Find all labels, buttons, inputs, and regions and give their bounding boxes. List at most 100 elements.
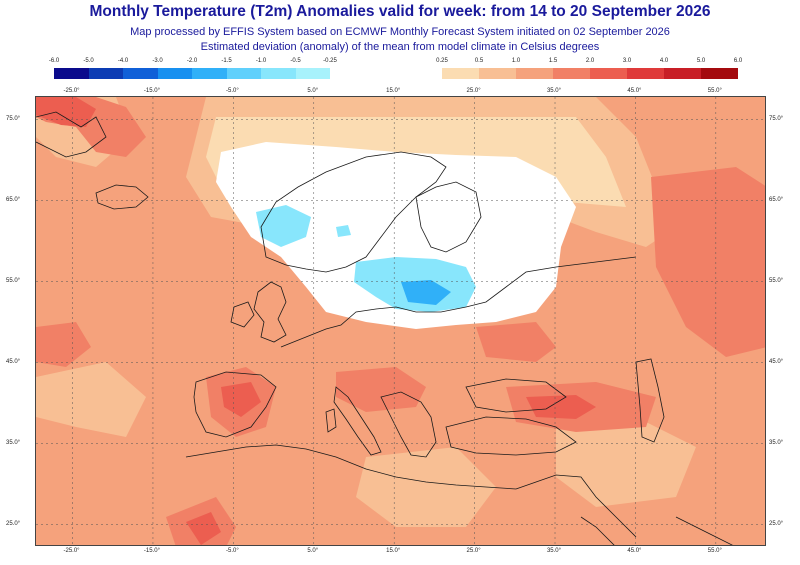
anomaly-region-cool (256, 205, 311, 247)
coastline (280, 256, 637, 348)
latitude-label: 35.0° (6, 439, 21, 446)
legend-swatch (553, 68, 590, 79)
latitude-label: 25.0° (6, 520, 21, 527)
map-description: Estimated deviation (anomaly) of the mea… (200, 41, 600, 53)
coastline (260, 151, 447, 273)
anomaly-region-cool (336, 225, 351, 237)
coastline (333, 386, 382, 456)
map-subtitle: Map processed by EFFIS System based on E… (130, 26, 670, 38)
legend-swatch (664, 68, 701, 79)
coastline (635, 358, 665, 443)
latitude-label: 65.0° (6, 196, 21, 203)
latitude-label: 45.0° (6, 358, 21, 365)
latitude-label: 75.0° (6, 115, 21, 122)
map-title: Monthly Temperature (T2m) Anomalies vali… (89, 3, 711, 20)
longitude-label: 5.0° (307, 548, 319, 554)
anomaly-region-warm (336, 367, 426, 412)
anomaly-region-hot (186, 512, 221, 545)
coastline (465, 378, 567, 413)
coastline (415, 181, 482, 253)
legend-tick-label: 3.0 (622, 58, 632, 64)
longitude-label: 25.0° (466, 88, 481, 94)
coastline (95, 184, 149, 210)
legend-tick-label: 5.0 (696, 58, 706, 64)
legend-swatch (226, 68, 261, 79)
coastline (230, 301, 255, 328)
coastline (445, 416, 577, 456)
legend-tick-label: -0.5 (290, 58, 301, 64)
legend-tick-label: -1.5 (221, 58, 232, 64)
latitude-label: 65.0° (769, 196, 784, 203)
legend-swatch (516, 68, 553, 79)
legend-tick-label: 0.25 (436, 58, 448, 64)
legend-tick-label: 1.5 (548, 58, 558, 64)
anomaly-region-light (36, 362, 146, 437)
legend-swatch (123, 68, 158, 79)
coastline (515, 474, 637, 538)
anomaly-region-warm (476, 322, 556, 362)
legend-swatch (627, 68, 664, 79)
legend-swatch (88, 68, 123, 79)
longitude-label: -5.0° (225, 88, 239, 94)
latitude-label: 45.0° (769, 358, 784, 365)
anomaly-region-light (356, 447, 496, 527)
longitude-label: -5.0° (225, 548, 239, 554)
legend-swatch (701, 68, 738, 79)
longitude-label: 55.0° (707, 548, 722, 554)
legend-swatch (479, 68, 516, 79)
legend-swatch (590, 68, 627, 79)
legend-swatch (442, 68, 479, 79)
legend-tick-label: -4.0 (117, 58, 129, 64)
legend-tick-label: 0.5 (474, 58, 484, 64)
coastline (380, 391, 437, 458)
latitude-label: 75.0° (769, 115, 784, 122)
legend-swatch (157, 68, 192, 79)
longitude-label: 45.0° (627, 548, 642, 554)
longitude-label: 35.0° (546, 548, 562, 554)
legend-tick-label: -0.25 (323, 58, 337, 64)
legend-tick-label: -3.0 (152, 58, 163, 64)
legend-swatch (295, 68, 330, 79)
legend-positive: 0.25 0.5 1.0 1.5 2.0 3.0 4.0 5.0 6.0 (436, 58, 742, 82)
longitude-label: -25.0° (63, 548, 80, 554)
legend-swatch (54, 68, 89, 79)
longitude-label: 35.0° (546, 88, 562, 94)
graticule (36, 97, 765, 545)
latitude-label: 55.0° (769, 277, 784, 284)
coastline (325, 408, 337, 433)
latitude-label: 55.0° (6, 277, 21, 284)
legend-tick-label: -5.0 (83, 58, 94, 64)
anomaly-region-cooler (401, 280, 451, 305)
longitude-label: 55.0° (707, 88, 722, 94)
coastline (185, 444, 517, 490)
longitude-label: 5.0° (307, 88, 319, 94)
legend-swatch (192, 68, 227, 79)
coastline (36, 111, 107, 158)
legend-tick-label: -2.0 (186, 58, 198, 64)
coastline (675, 516, 733, 545)
anomaly-map (35, 96, 766, 546)
legend-negative: -6.0 -5.0 -4.0 -3.0 -2.0 -1.5 -1.0 -0.5 -0.25 (49, 58, 337, 82)
longitude-label: 25.0° (466, 548, 481, 554)
anomaly-map-svg (36, 97, 765, 545)
anomaly-region-warm (36, 322, 91, 367)
coastline (193, 371, 277, 438)
legend-tick-label: 2.0 (585, 58, 595, 64)
legend-tick-label: 4.0 (659, 58, 669, 64)
legend-tick-label: -1.0 (255, 58, 267, 64)
legend-tick-label: 1.0 (511, 58, 521, 64)
longitude-label: 45.0° (627, 88, 642, 94)
longitude-label: -15.0° (143, 548, 160, 554)
coastline (253, 281, 287, 343)
legend-swatch (261, 68, 296, 79)
anomaly-region-hot (526, 395, 596, 419)
legend-tick-label: 6.0 (733, 58, 743, 64)
latitude-label: 35.0° (769, 439, 784, 446)
anomaly-region-light (556, 417, 696, 507)
anomaly-region-neutral (216, 142, 576, 329)
longitude-label: 15.0° (386, 548, 401, 554)
coastlines (36, 111, 733, 545)
latitude-label: 25.0° (769, 520, 784, 527)
coastline (580, 516, 615, 545)
longitude-label: 15.0° (386, 88, 401, 94)
